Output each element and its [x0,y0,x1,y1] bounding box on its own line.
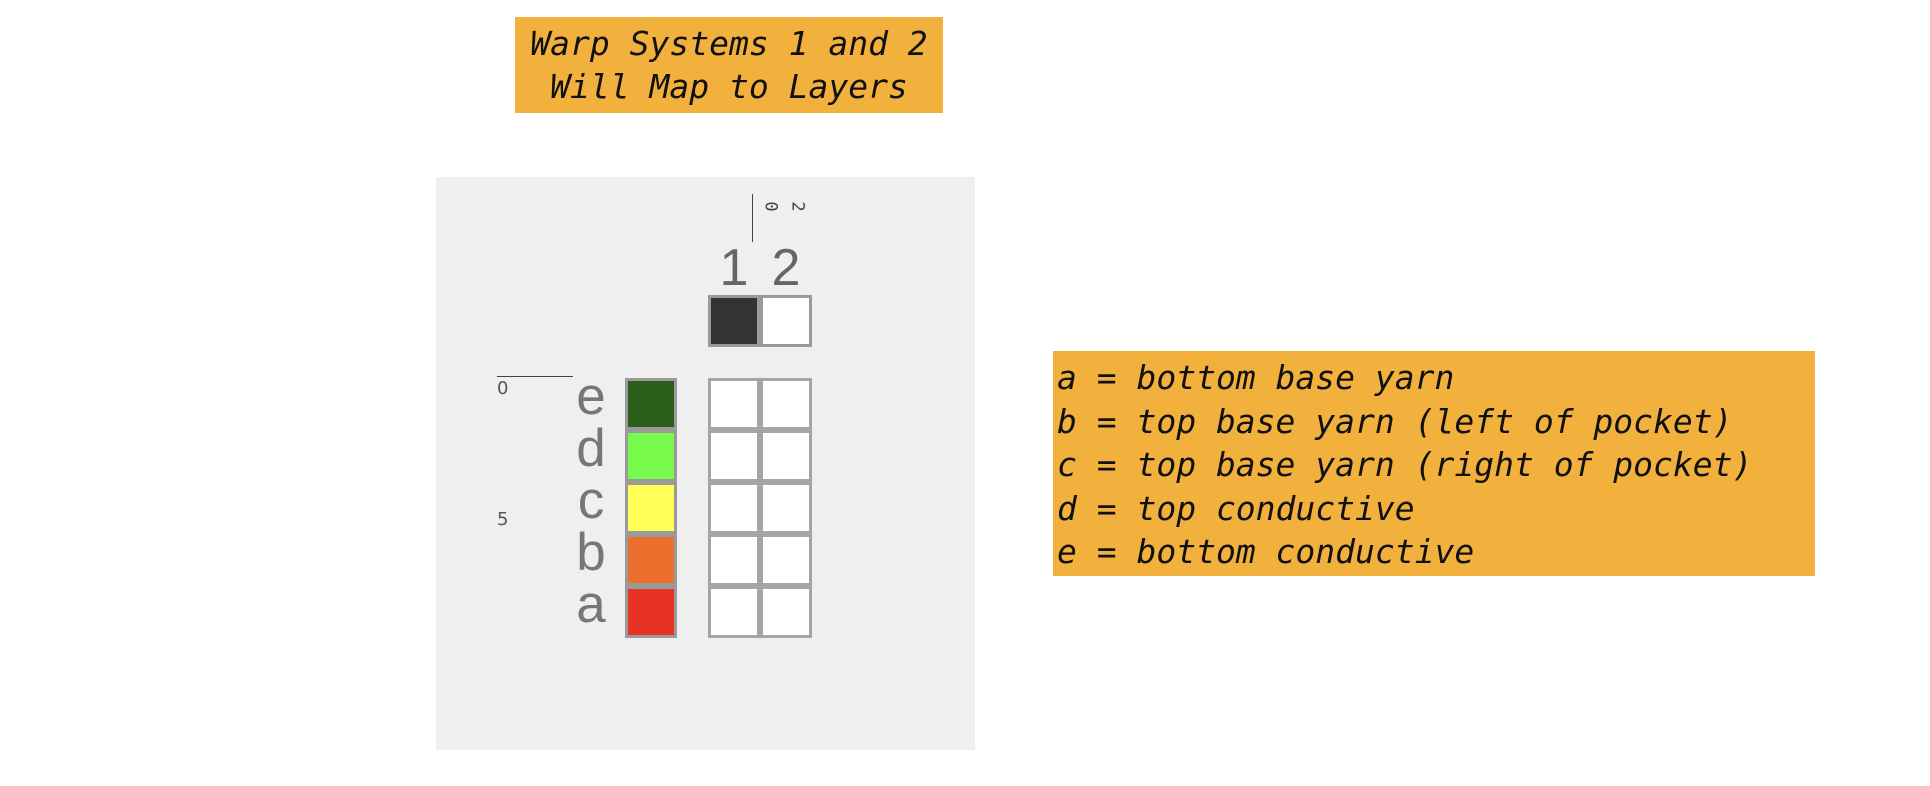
weft-row-c-swatch[interactable] [625,482,677,534]
legend-line-c: c = top base yarn (right of pocket) [1057,445,1753,484]
warp-system-1-label: 1 [719,239,749,297]
warp-system-1-swatch[interactable] [708,295,760,347]
weft-ruler-line [497,376,573,377]
draft-cell[interactable] [708,534,760,586]
legend-note: a = bottom base yarn b = top base yarn (… [1053,351,1815,576]
draft-cell[interactable] [708,378,760,430]
legend-line-d: d = top conductive [1057,488,1415,528]
warp-ruler-end-label: 2 [787,201,808,212]
draft-cell[interactable] [760,534,812,586]
legend-line-a: a = bottom base yarn [1057,358,1455,397]
draft-cell[interactable] [760,378,812,430]
weft-row-a-label: a [576,575,606,634]
title-note: Warp Systems 1 and 2 Will Map to Layers [515,17,943,113]
weft-row-d-swatch[interactable] [625,430,677,482]
weft-ruler-start-label: 0 [497,378,509,399]
draft-cell[interactable] [760,482,812,534]
warp-ruler-start-label: 0 [760,201,781,212]
weft-ruler-mid-label: 5 [497,509,509,530]
draft-cell[interactable] [708,430,760,482]
warp-ruler-line [752,194,753,242]
weft-row-d-label: d [576,419,606,478]
warp-system-2-swatch[interactable] [760,295,812,347]
warp-system-2-label: 2 [771,239,801,297]
draft-cell[interactable] [760,430,812,482]
weft-row-b-label: b [576,523,606,582]
weft-row-e-swatch[interactable] [625,378,677,430]
weft-row-e-label: e [576,367,606,426]
legend-line-b: b = top base yarn (left of pocket) [1057,401,1733,441]
draft-panel: 0 2 1 2 0 5 e d c b a [436,177,975,750]
draft-cell[interactable] [760,586,812,638]
weft-row-b-swatch[interactable] [625,534,677,586]
weft-row-c-label: c [577,471,605,530]
title-note-line-1: Warp Systems 1 and 2 [530,24,928,63]
title-note-line-2: Will Map to Layers [550,67,908,106]
draft-cell[interactable] [708,586,760,638]
draft-cell[interactable] [708,482,760,534]
weft-row-a-swatch[interactable] [625,586,677,638]
legend-line-e: e = bottom conductive [1057,532,1475,571]
